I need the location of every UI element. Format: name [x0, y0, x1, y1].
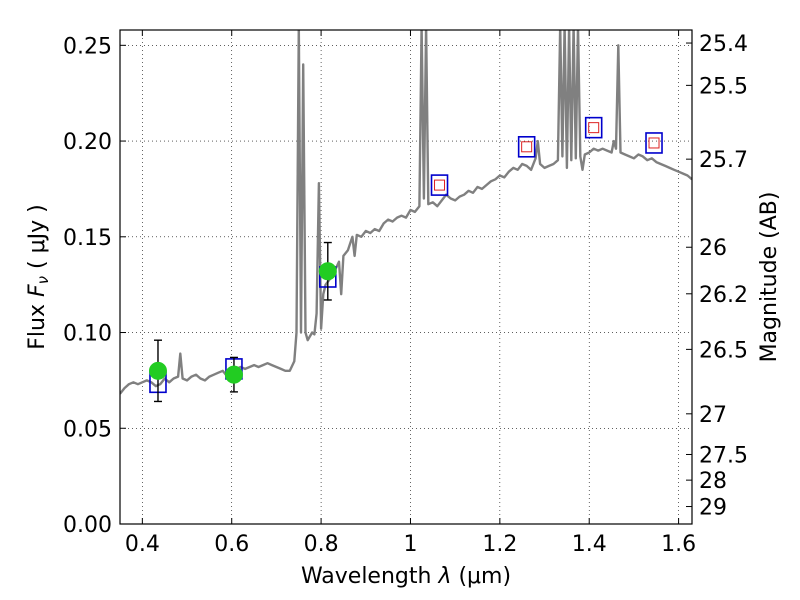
y2-tick-label: 25.4: [699, 32, 748, 57]
x-axis-label-symbol: λ: [437, 564, 451, 589]
y-tick-label: 0.05: [63, 417, 112, 442]
model-point-inner: [434, 179, 446, 191]
observed-point-marker: [148, 361, 167, 380]
photometry-marks: [148, 116, 663, 403]
y-tick-label: 0.25: [63, 34, 112, 59]
x-tick-label: 0.6: [214, 532, 249, 557]
y2-axis-label: Magnitude (AB): [757, 192, 782, 363]
model-point-inner: [588, 122, 600, 134]
y-axis-label: Flux Fν ( μJy ): [25, 204, 52, 349]
model-point: [645, 132, 663, 154]
x-tick-label: 0.8: [304, 532, 339, 557]
model-point-inner: [648, 137, 660, 149]
observed-point: [224, 356, 243, 393]
model-point-box: [584, 116, 603, 139]
y2-tick-label: 29: [699, 496, 727, 521]
y2-tick-label: 26: [699, 236, 727, 261]
x-axis-label-unit: (μm): [451, 564, 511, 589]
model-point-box: [645, 132, 663, 154]
model-point-box: [430, 174, 449, 196]
y-tick-label: 0.10: [63, 322, 112, 347]
model-point-inner: [521, 141, 533, 153]
spectrum-line: [120, 30, 692, 395]
y2-tick-label: 26.5: [699, 338, 748, 363]
model-point: [584, 116, 603, 139]
x-tick-label: 1.6: [661, 532, 696, 557]
x-tick-label: 1: [403, 532, 417, 557]
x-tick-label: 1.2: [482, 532, 517, 557]
plot-frame: [119, 29, 693, 525]
x-axis-label-text: Wavelength: [301, 564, 439, 589]
model-point: [517, 135, 536, 158]
y2-tick-label: 25.7: [699, 148, 748, 173]
model-point-box: [517, 135, 536, 158]
y2-tick-label: 27.5: [699, 443, 748, 468]
gridlines: [120, 30, 692, 525]
y2-tick-label: 27: [699, 403, 727, 428]
model-point: [430, 174, 449, 196]
y-axis-label-unit: ( μJy ): [25, 204, 50, 276]
y-tick-label: 0.00: [63, 513, 112, 538]
spectrum-series: [120, 30, 692, 395]
x-axis-label: Wavelength λ (μm): [301, 564, 511, 589]
y2-tick-label: 25.5: [699, 74, 748, 99]
y-axis-label-text: Flux: [25, 297, 50, 350]
y-tick-label: 0.20: [63, 130, 112, 155]
y-tick-label: 0.15: [63, 226, 112, 251]
observed-point: [148, 339, 167, 403]
y-axis-label-symbol: F: [25, 284, 50, 297]
observed-point-marker: [224, 365, 243, 384]
y2-tick-label: 26.2: [699, 283, 748, 308]
observed-point-marker: [318, 262, 337, 281]
y-axis-label-subscript: ν: [34, 276, 52, 284]
y2-tick-label: 28: [699, 469, 727, 494]
x-tick-label: 0.4: [125, 532, 160, 557]
x-tick-label: 1.4: [572, 532, 607, 557]
observed-point: [318, 241, 337, 301]
axis-ticks: 0.4 0.6 0.8 1 1.2 1.4 1.6 0.00 0.05 0.10 0.15 0.20 0…: [63, 30, 748, 557]
